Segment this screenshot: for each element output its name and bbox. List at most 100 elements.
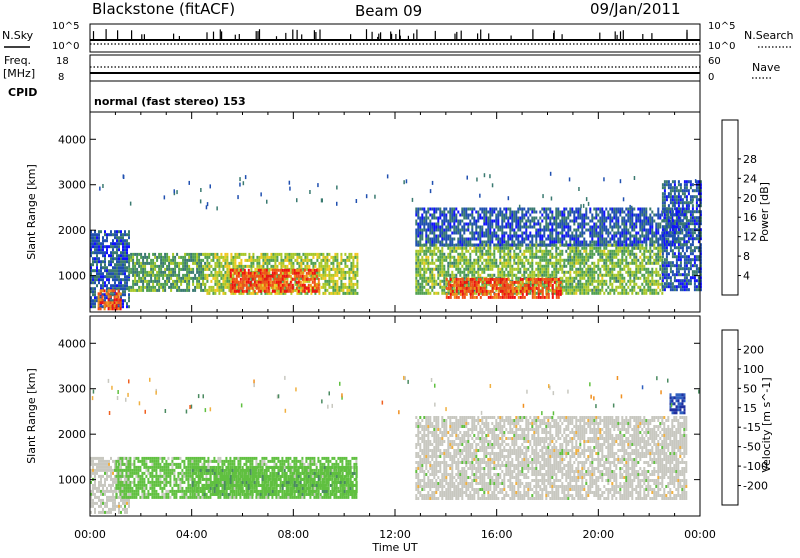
- heatmap-cell: [118, 242, 120, 245]
- heatmap-cell: [114, 233, 116, 236]
- heatmap-cell: [431, 262, 433, 265]
- heatmap-cell: [298, 262, 300, 265]
- heatmap-cell: [503, 241, 505, 244]
- heatmap-cell: [234, 290, 236, 293]
- heatmap-cell: [478, 293, 480, 296]
- heatmap-cell: [643, 250, 645, 253]
- heatmap-cell: [346, 265, 348, 268]
- heatmap-cell: [300, 272, 302, 275]
- heatmap-cell: [535, 238, 537, 241]
- heatmap-cell: [577, 280, 579, 283]
- heatmap-cell: [549, 253, 551, 256]
- heatmap-cell: [635, 292, 637, 295]
- heatmap-cell: [502, 278, 504, 281]
- heatmap-cell: [577, 262, 579, 265]
- heatmap-cell: [150, 280, 152, 283]
- heatmap-cell: [458, 278, 460, 281]
- heatmap-cell: [476, 290, 478, 293]
- heatmap-cell: [523, 262, 525, 265]
- heatmap-cell: [535, 262, 537, 265]
- heatmap-cell: [449, 214, 451, 217]
- heatmap-cell: [425, 232, 427, 235]
- heatmap-cell: [268, 278, 270, 281]
- heatmap-cell: [120, 236, 122, 239]
- heatmap-cell: [328, 280, 330, 283]
- heatmap-cell: [557, 253, 559, 256]
- heatmap-cell: [583, 238, 585, 241]
- heatmap-cell: [536, 287, 538, 290]
- heatmap-cell: [653, 259, 655, 262]
- heatmap-cell: [575, 235, 577, 238]
- heatmap-cell: [160, 265, 162, 268]
- heatmap-cell: [595, 280, 597, 283]
- heatmap-cell: [473, 259, 475, 262]
- heatmap-cell: [246, 287, 248, 290]
- heatmap-cell: [645, 235, 647, 238]
- heatmap-cell: [200, 274, 202, 277]
- heatmap-cell: [493, 232, 495, 235]
- heatmap-cell: [288, 275, 290, 278]
- heatmap-cell: [154, 277, 156, 280]
- heatmap-cell: [639, 265, 641, 268]
- heatmap-cell: [216, 274, 218, 277]
- heatmap-cell: [455, 229, 457, 232]
- heatmap-cell: [336, 271, 338, 274]
- heatmap-cell: [587, 253, 589, 256]
- heatmap-cell: [429, 250, 431, 253]
- heatmap-cell: [463, 244, 465, 247]
- heatmap-cell: [657, 292, 659, 295]
- heatmap-cell: [450, 290, 452, 293]
- heatmap-cell: [611, 208, 613, 211]
- heatmap-cell: [595, 214, 597, 217]
- heatmap-cell: [423, 271, 425, 274]
- heatmap-cell: [446, 296, 448, 299]
- heatmap-cell: [531, 211, 533, 214]
- heatmap-cell: [417, 292, 419, 295]
- heatmap-cell: [469, 238, 471, 241]
- freq-panel-frame: [90, 55, 700, 81]
- heatmap-cell: [208, 262, 210, 265]
- heatmap-cell: [128, 230, 130, 233]
- heatmap-cell: [549, 262, 551, 265]
- heatmap-cell: [573, 271, 575, 274]
- heatmap-cell: [306, 278, 308, 281]
- heatmap-cell: [128, 299, 130, 302]
- heatmap-cell: [433, 232, 435, 235]
- heatmap-cell: [298, 281, 300, 284]
- heatmap-cell: [593, 265, 595, 268]
- heatmap-cell: [517, 265, 519, 268]
- heatmap-cell: [164, 274, 166, 277]
- heatmap-cell: [342, 271, 344, 274]
- heatmap-cell: [182, 265, 184, 268]
- heatmap-cell: [499, 268, 501, 271]
- heatmap-cell: [298, 265, 300, 268]
- heatmap-cell: [138, 280, 140, 283]
- heatmap-cell: [547, 274, 549, 277]
- heatmap-cell: [184, 277, 186, 280]
- heatmap-cell: [114, 230, 116, 233]
- heatmap-cell: [513, 214, 515, 217]
- heatmap-cell: [457, 271, 459, 274]
- heatmap-cell: [537, 223, 539, 226]
- heatmap-cell: [485, 250, 487, 253]
- heatmap-cell: [643, 286, 645, 289]
- heatmap-cell: [342, 268, 344, 271]
- heatmap-cell: [178, 256, 180, 259]
- heatmap-cell: [104, 296, 106, 299]
- heatmap-cell: [425, 271, 427, 274]
- heatmap-cell: [308, 269, 310, 272]
- heatmap-cell: [328, 292, 330, 295]
- heatmap-cell: [470, 287, 472, 290]
- heatmap-cell: [308, 278, 310, 281]
- heatmap-cell: [571, 259, 573, 262]
- heatmap-cell: [599, 232, 601, 235]
- heatmap-cell: [569, 259, 571, 262]
- heatmap-cell: [555, 250, 557, 253]
- heatmap-cell: [463, 274, 465, 277]
- heatmap-cell: [176, 262, 178, 265]
- heatmap-cell: [635, 274, 637, 277]
- heatmap-cell: [478, 281, 480, 284]
- heatmap-cell: [500, 290, 502, 293]
- heatmap-cell: [569, 268, 571, 271]
- heatmap-cell: [116, 230, 118, 233]
